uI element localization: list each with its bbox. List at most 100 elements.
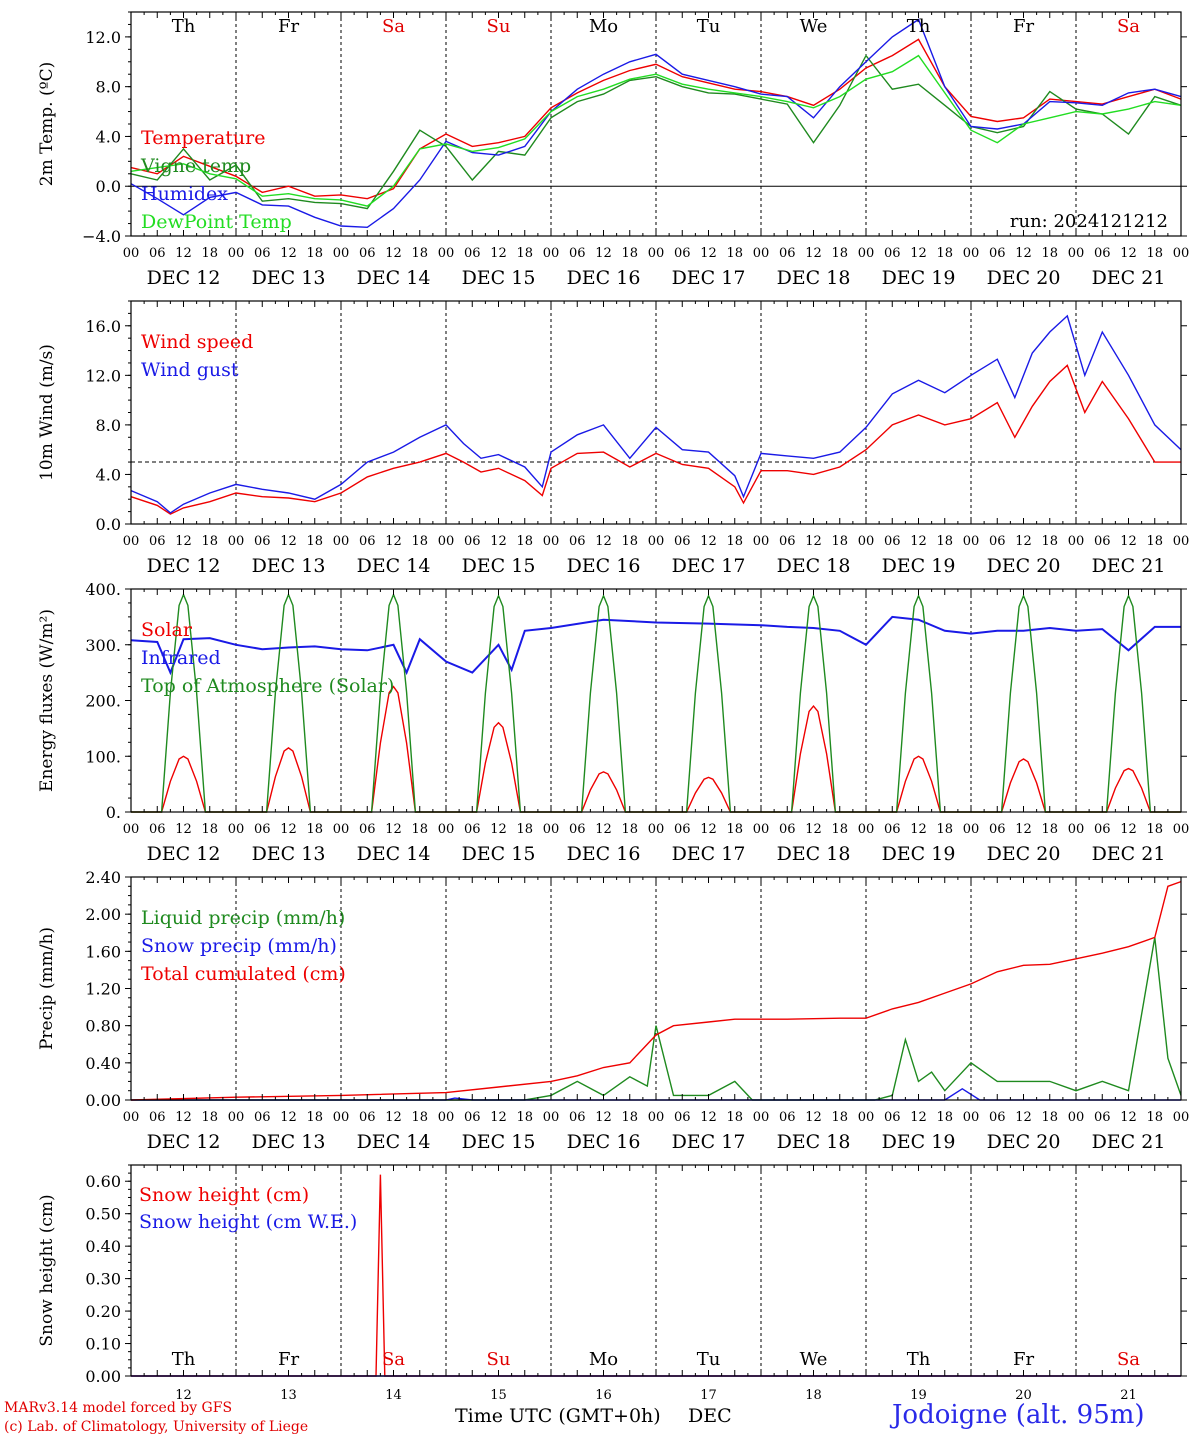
hour-label: 00: [753, 534, 770, 549]
day-number-label: 21: [1120, 1388, 1137, 1403]
hour-label: 00: [438, 1110, 455, 1125]
y-tick-label: 300.: [85, 636, 121, 655]
hour-label: 18: [201, 246, 218, 261]
hour-label: 00: [333, 246, 350, 261]
hour-label: 00: [1068, 534, 1085, 549]
hour-label: 06: [674, 534, 691, 549]
hour-label: 00: [1068, 1110, 1085, 1125]
hour-label: 18: [1041, 822, 1058, 837]
y-tick-label: 8.0: [96, 78, 121, 97]
hour-label: 06: [674, 246, 691, 261]
hour-label: 12: [595, 246, 612, 261]
hour-label: 12: [385, 1110, 402, 1125]
hour-label: 12: [175, 246, 192, 261]
hour-label: 18: [411, 822, 428, 837]
date-label: DEC 12: [147, 1131, 221, 1153]
legend-entry: Temperature: [141, 127, 265, 149]
hour-label: 18: [936, 534, 953, 549]
hour-label: 00: [543, 822, 560, 837]
y-tick-label: −4.0: [82, 227, 121, 246]
hour-label: 12: [1015, 246, 1032, 261]
hour-label: 12: [1015, 822, 1032, 837]
date-label: DEC 14: [357, 843, 431, 865]
hour-label: 00: [753, 822, 770, 837]
hour-label: 18: [831, 534, 848, 549]
hour-label: 00: [543, 534, 560, 549]
hour-label: 00: [438, 534, 455, 549]
date-label: DEC 12: [147, 843, 221, 865]
series-line-humidex: [130, 18, 1182, 229]
hour-label: 00: [858, 246, 875, 261]
y-tick-label: 2.00: [85, 905, 121, 924]
hour-label: 12: [490, 246, 507, 261]
date-label: DEC 19: [882, 267, 956, 289]
day-name: Fr: [1013, 1349, 1034, 1370]
hour-label: 06: [569, 822, 586, 837]
panel-4: 0.00 0.40 0.80 1.20 1.60 2.00 2.40 Precip (mm/h…: [37, 868, 1189, 1153]
series-line-temperature: [130, 38, 1182, 200]
hour-label: 12: [280, 246, 297, 261]
legend-entry: Vigne temp: [140, 155, 251, 177]
hour-label: 06: [149, 1110, 166, 1125]
hour-label: 18: [1146, 1110, 1163, 1125]
hour-label: 12: [1120, 822, 1137, 837]
station-name: Jodoigne (alt. 95m): [892, 1400, 1145, 1430]
hour-label: 12: [595, 1110, 612, 1125]
hour-label: 00: [123, 822, 140, 837]
hour-label: 06: [1094, 246, 1111, 261]
hour-label: 06: [884, 822, 901, 837]
y-axis-title: 10m Wind (m/s): [37, 344, 57, 481]
hour-label: 06: [254, 1110, 271, 1125]
hour-label: 18: [306, 1110, 323, 1125]
legend-entry: Snow height (cm W.E.): [139, 1211, 357, 1233]
hour-label: 00: [963, 1110, 980, 1125]
day-number-label: 20: [1015, 1388, 1032, 1403]
panel-1: −4.0 0.0 4.0 8.0 12.0 2m Temp. (ºC) Temperatur…: [37, 11, 1189, 289]
hour-label: 00: [753, 246, 770, 261]
date-label: DEC 20: [987, 555, 1061, 577]
series-line-vigne-temp: [130, 54, 1182, 210]
hour-label: 18: [726, 246, 743, 261]
hour-label: 00: [228, 1110, 245, 1125]
date-label: DEC 15: [462, 1131, 536, 1153]
hour-label: 00: [543, 246, 560, 261]
hour-label: 06: [884, 534, 901, 549]
y-tick-label: 0.00: [85, 1367, 121, 1386]
series-line-wind-speed: [130, 364, 1181, 515]
y-tick-label: 2.40: [85, 868, 121, 887]
day-number-label: 17: [700, 1388, 717, 1403]
day-name: Fr: [278, 16, 299, 37]
y-tick-label: 0.: [106, 803, 121, 822]
hour-label: 18: [831, 246, 848, 261]
hour-label: 18: [1041, 246, 1058, 261]
hour-label: 12: [805, 822, 822, 837]
date-label: DEC 18: [777, 267, 851, 289]
hour-label: 06: [149, 246, 166, 261]
hour-label: 18: [621, 1110, 638, 1125]
hour-label: 06: [254, 822, 271, 837]
date-label: DEC 12: [147, 267, 221, 289]
y-axis-title: Energy fluxes (W/m²): [37, 609, 57, 792]
hour-label: 12: [175, 1110, 192, 1125]
hour-label: 12: [1015, 1110, 1032, 1125]
y-tick-label: 4.0: [96, 127, 121, 146]
legend-entry: Wind gust: [141, 359, 239, 381]
run-label: run: 2024121212: [1010, 211, 1168, 232]
y-axis-title: Precip (mm/h): [37, 927, 57, 1050]
day-name: Th: [907, 16, 931, 37]
hour-label: 18: [411, 534, 428, 549]
hour-label: 00: [1173, 534, 1190, 549]
date-label: DEC 19: [882, 843, 956, 865]
hour-label: 00: [858, 822, 875, 837]
date-label: DEC 13: [252, 267, 326, 289]
hour-label: 00: [648, 246, 665, 261]
hour-label: 18: [1041, 534, 1058, 549]
hour-label: 12: [595, 534, 612, 549]
hour-label: 12: [385, 534, 402, 549]
model-credit: MARv3.14 model forced by GFS: [4, 1400, 233, 1416]
legend-entry: Solar: [141, 619, 193, 641]
hour-label: 00: [123, 534, 140, 549]
y-tick-label: 0.50: [85, 1205, 121, 1224]
series-line-wind-gust: [130, 314, 1182, 514]
